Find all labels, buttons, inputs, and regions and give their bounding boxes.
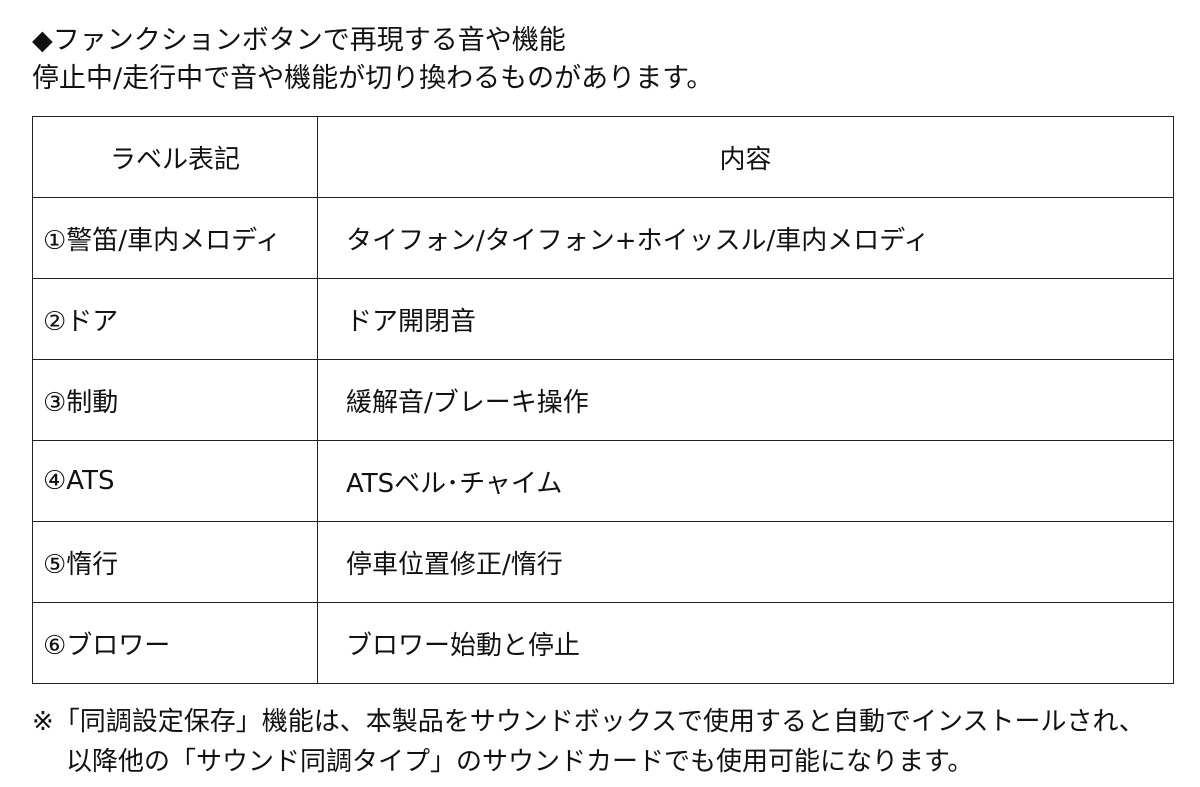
footer: ※「同調設定保存」機能は、本製品をサウンドボックスで使用すると自動でインストール… xyxy=(32,702,1145,782)
table-cell: ⑤惰行 xyxy=(32,521,318,603)
table-cell: ③制動 xyxy=(32,359,318,441)
column-header: 内容 xyxy=(317,116,1174,198)
table-row: ①警笛/車内メロディ タイフォン/タイフォン+ホイッスル/車内メロディ xyxy=(32,197,1174,279)
header-line: 停止中/走行中で音や機能が切り換わるものがあります。 xyxy=(32,63,714,94)
table-cell: ⑥ブロワー xyxy=(32,602,318,684)
table-cell: タイフォン/タイフォン+ホイッスル/車内メロディ xyxy=(317,197,1174,279)
table-cell: 停車位置修正/惰行 xyxy=(317,521,1174,603)
table-cell: ④ATS xyxy=(32,440,318,522)
table-body: ①警笛/車内メロディ タイフォン/タイフォン+ホイッスル/車内メロディ ②ドア ドア開… xyxy=(32,197,1174,684)
table-cell: ②ドア xyxy=(32,278,318,360)
table-cell: ATSベル･チャイム xyxy=(317,440,1174,522)
header-line: ◆ファンクションボタンで再現する音や機能 xyxy=(32,25,566,56)
table-row: ④ATS ATSベル･チャイム xyxy=(32,440,1174,522)
column-header: ラベル表記 xyxy=(32,116,318,198)
header: ◆ファンクションボタンで再現する音や機能 停止中/走行中で音や機能が切り換わるも… xyxy=(32,22,713,98)
table-row: ⑤惰行 停車位置修正/惰行 xyxy=(32,521,1174,603)
table: ラベル表記 内容 ①警笛/車内メロディ タイフォン/タイフォン+ホイッスル/車内メ… xyxy=(32,116,1174,684)
table-cell: ①警笛/車内メロディ xyxy=(32,197,318,279)
table-cell: ドア開閉音 xyxy=(317,278,1174,360)
footer-line: ※「同調設定保存」機能は、本製品をサウンドボックスで使用すると自動でインストール… xyxy=(32,707,1145,737)
table-cell: ブロワー始動と停止 xyxy=(317,602,1174,684)
table-row: ⑥ブロワー ブロワー始動と停止 xyxy=(32,602,1174,684)
table-cell: 緩解音/ブレーキ操作 xyxy=(317,359,1174,441)
header-row: ラベル表記 内容 xyxy=(32,116,1174,198)
table-row: ③制動 緩解音/ブレーキ操作 xyxy=(32,359,1174,441)
footer-line: 以降他の「サウンド同調タイプ」のサウンドカードでも使用可能になります。 xyxy=(66,747,974,777)
table-row: ②ドア ドア開閉音 xyxy=(32,278,1174,360)
